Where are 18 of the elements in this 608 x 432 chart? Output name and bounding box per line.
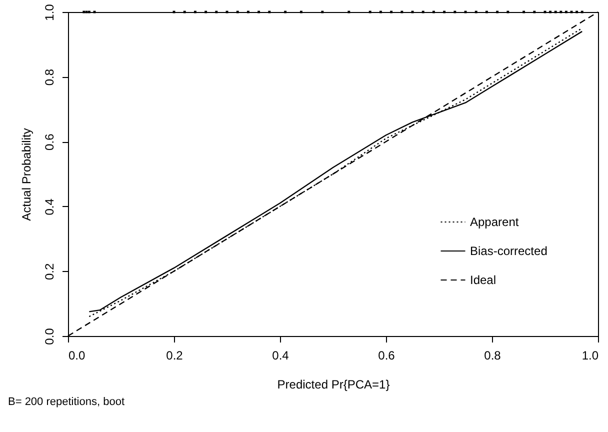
- y-tick-label: 1.0: [42, 4, 56, 21]
- y-tick-label: 0.8: [42, 68, 56, 86]
- legend-label: Apparent: [470, 215, 520, 229]
- legend-label: Ideal: [470, 273, 496, 287]
- y-tick-label: 0.0: [42, 328, 56, 345]
- y-axis-title: Actual Probability: [20, 128, 34, 221]
- y-tick-label: 0.6: [42, 133, 56, 150]
- text: B= 200 repetitions, boot: [8, 396, 124, 408]
- y-tick-label: 0.2: [42, 263, 56, 280]
- x-tick-label: 0.0: [68, 348, 86, 362]
- y-tick-label: 0.4: [42, 198, 56, 216]
- x-tick-label: 0.8: [484, 348, 502, 362]
- x-tick-label: 1.0: [582, 348, 599, 362]
- legend-label: Bias-corrected: [470, 244, 548, 258]
- x-tick-label: 0.6: [378, 348, 396, 362]
- x-tick-label: 0.4: [272, 348, 290, 362]
- x-axis-title: Predicted Pr{PCA=1}: [277, 378, 390, 392]
- x-tick-label: 0.2: [166, 348, 184, 362]
